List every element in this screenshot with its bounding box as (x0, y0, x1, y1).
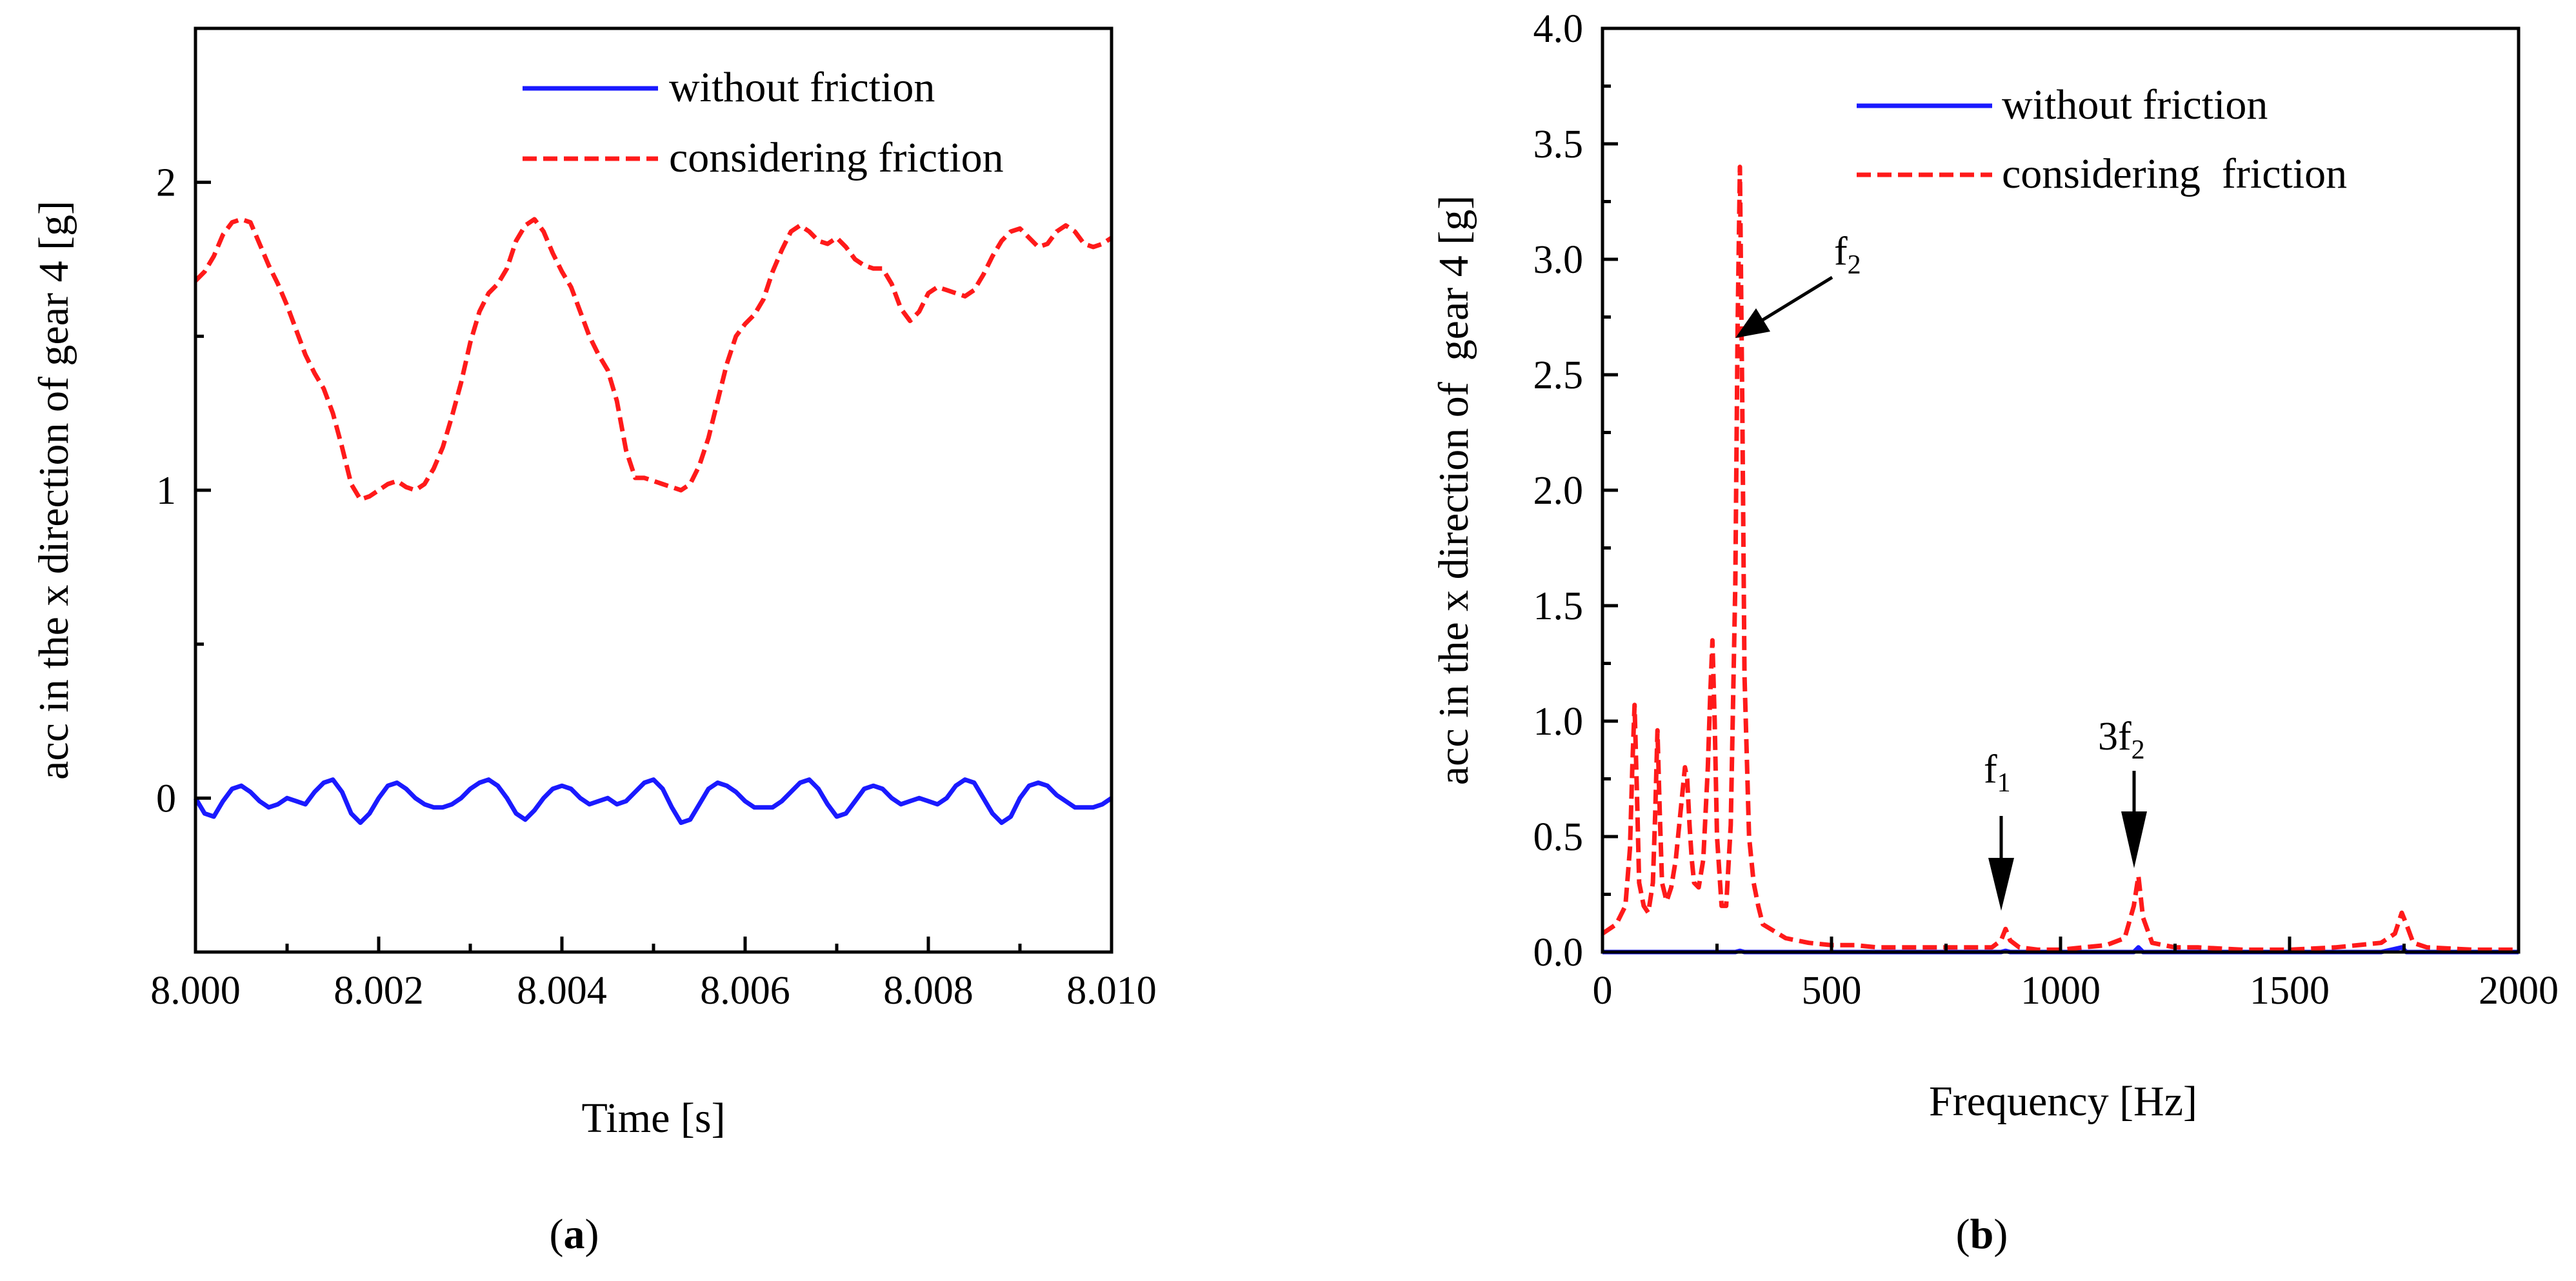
panel-b-xtick-label: 500 (1802, 969, 1862, 1013)
panel-b-annotation-f1: f1 (1984, 748, 2014, 911)
panel-b-annotation-3f2-label: 3f2 (2098, 715, 2145, 765)
panel-a-xtick-label: 8.004 (517, 969, 607, 1013)
panel-a-xtick-label: 8.000 (150, 969, 241, 1013)
panel-a-ytick-label: 0 (156, 777, 176, 820)
panel-b-ytick-label: 0.5 (1533, 815, 1584, 859)
panel-a-ytick-label: 1 (156, 469, 176, 513)
panel-a-xtick-label: 8.010 (1066, 969, 1157, 1013)
panel-b-annotation-f1-main: f (1984, 748, 1997, 791)
panel-a-ticks: 8.000 8.002 8.004 8.006 8.008 8.010 0 1 2 (150, 161, 1157, 1013)
panel-b-annotation-f2-main: f (1834, 230, 1848, 273)
panel-a-legend: without friction considering friction (523, 64, 1004, 181)
panel-a-legend-label-without-friction: without friction (669, 64, 935, 111)
panel-a-caption: (a) (550, 1211, 599, 1258)
panel-a-xlabel: Time [s] (581, 1095, 725, 1142)
panel-b-legend-label-considering-friction: considering friction (2002, 150, 2347, 197)
panel-b-legend: without friction considering friction (1857, 81, 2347, 197)
panel-b-annotation-3f2-sub: 2 (2132, 735, 2145, 765)
panel-b-chart: 0 500 1000 1500 2000 0.0 0.5 1.0 1.5 2.0 2.5 3.0 3.5… (1430, 7, 2559, 1258)
panel-b-xtick-label: 1500 (2250, 969, 2330, 1013)
panel-b-annotation-3f2-main: 3f (2098, 715, 2132, 759)
panel-b-annotation-3f2-arrowhead (2121, 811, 2147, 868)
panel-b-ytick-label: 3.5 (1533, 123, 1584, 166)
panel-a-series-layer (193, 217, 1113, 825)
panel-b-legend-label-without-friction: without friction (2002, 81, 2268, 128)
panel-b-ytick-label: 3.0 (1533, 238, 1584, 282)
panel-a-legend-label-considering-friction: considering friction (669, 134, 1004, 181)
panel-b-ytick-label: 1.5 (1533, 584, 1584, 628)
panel-a-caption-letter: a (564, 1211, 585, 1258)
panel-a-xtick-label: 8.002 (334, 969, 424, 1013)
panel-b-xlabel: Frequency [Hz] (1929, 1078, 2197, 1125)
panel-b-annotation-f2-sub: 2 (1848, 250, 1861, 280)
panel-b-series-considering-friction (1601, 164, 2519, 952)
panel-b-ytick-label: 2.5 (1533, 353, 1584, 397)
panel-b-annotation-f2-label: f2 (1834, 230, 1861, 280)
panel-b-annotation-f1-sub: 1 (1997, 768, 2011, 798)
panel-a-ytick-label: 2 (156, 161, 176, 205)
panel-b-annotation-f2: f2 (1735, 230, 1861, 338)
panel-b-ytick-label: 0.0 (1533, 931, 1584, 975)
panel-a-chart: 8.000 8.002 8.004 8.006 8.008 8.010 0 1 2 acc in… (30, 26, 1157, 1258)
panel-b-annotation-f2-arrowhead (1735, 308, 1770, 338)
panel-a-series-considering-friction (194, 217, 1113, 502)
panel-b-xtick-label: 1000 (2021, 969, 2101, 1013)
panel-b-annotation-f1-label: f1 (1984, 748, 2011, 798)
panel-b-ticks: 0 500 1000 1500 2000 0.0 0.5 1.0 1.5 2.0 2.5 3.0 3.5… (1533, 7, 2559, 1013)
panel-b-caption: (b) (1956, 1211, 2008, 1258)
panel-b-caption-letter: b (1970, 1211, 1994, 1258)
panel-b-ytick-label: 4.0 (1533, 7, 1584, 51)
panel-a-xtick-label: 8.008 (883, 969, 973, 1013)
panel-a-series-without-friction (193, 777, 1113, 825)
panel-b-ytick-label: 1.0 (1533, 700, 1584, 744)
panel-b-annotation-3f2: 3f2 (2098, 715, 2147, 868)
panel-b-annotation-f1-arrowhead (1988, 858, 2014, 911)
panel-b-xtick-label: 0 (1593, 969, 1613, 1013)
panel-b-ylabel: acc in the x direction of gear 4 [g] (1430, 195, 1477, 785)
panel-b-ytick-label: 2.0 (1533, 469, 1584, 513)
panel-a-xtick-label: 8.006 (700, 969, 790, 1013)
panel-b-series-layer (1601, 164, 2519, 955)
panel-a-ylabel: acc in the x direction of gear 4 [g] (30, 201, 77, 780)
panel-b-xtick-label: 2000 (2479, 969, 2559, 1013)
